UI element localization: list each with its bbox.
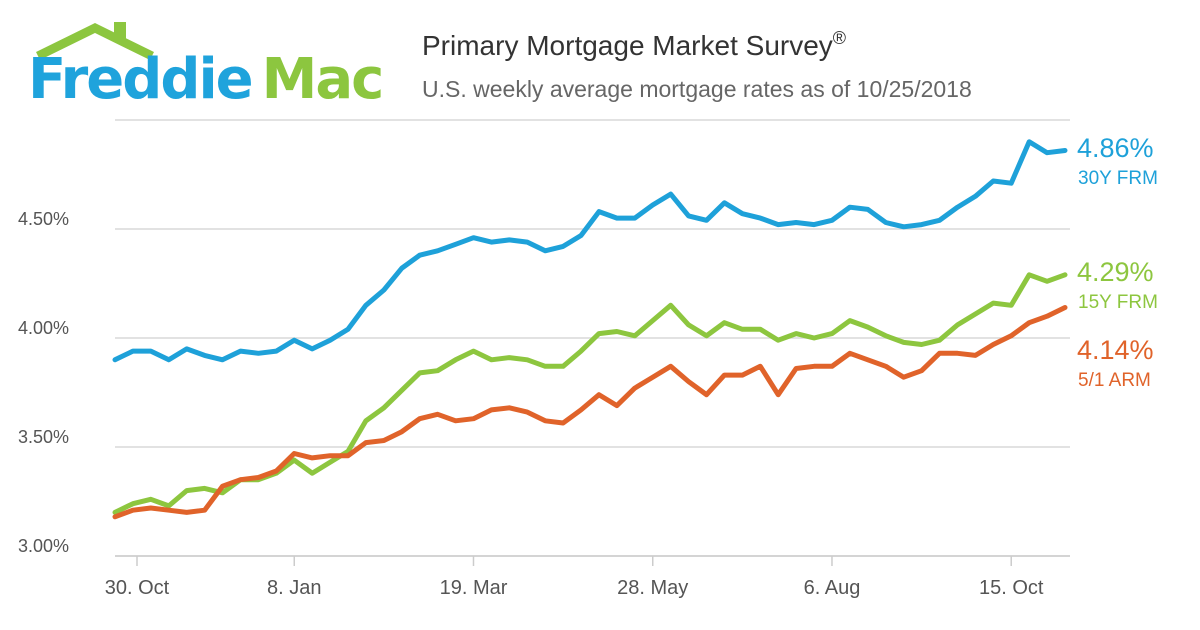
- y-tick-label: 3.00%: [18, 536, 69, 556]
- endpoint-label-15y-frm: 15Y FRM: [1078, 291, 1158, 313]
- y-tick-label: 3.50%: [18, 427, 69, 447]
- series-line-30y-frm: [112, 139, 1068, 363]
- registered-mark: ®: [832, 28, 847, 48]
- x-tick-label: 19. Mar: [440, 577, 508, 599]
- endpoint-value-5-1-arm: 4.14%: [1077, 334, 1154, 365]
- chart-subtitle: U.S. weekly average mortgage rates as of…: [422, 76, 972, 102]
- logo-wordmark: Freddie Mac: [28, 47, 382, 112]
- logo-text-freddie: Freddie: [28, 47, 252, 112]
- x-tick-label: 28. May: [617, 577, 688, 599]
- chart-title: Primary Mortgage Market Survey®: [422, 28, 847, 62]
- logo-house-chimney: [114, 22, 126, 42]
- endpoint-label-30y-frm: 30Y FRM: [1078, 167, 1158, 189]
- endpoint-value-15y-frm: 4.29%: [1077, 256, 1154, 287]
- x-tick-label: 15. Oct: [979, 577, 1044, 599]
- endpoint-value-30y-frm: 4.86%: [1077, 132, 1154, 163]
- x-tick-label: 6. Aug: [804, 577, 861, 599]
- y-tick-label: 4.00%: [18, 318, 69, 338]
- axis-layer: 3.00% 3.50% 4.00% 4.50% 30. Oct 8. Jan 19. Mar…: [18, 209, 1070, 599]
- x-tick-label: 30. Oct: [105, 577, 170, 599]
- series-layer: [112, 139, 1068, 520]
- y-tick-label: 4.50%: [18, 209, 69, 229]
- logo-text-mac: Mac: [262, 47, 383, 112]
- series-line-5-1-arm: [112, 305, 1068, 520]
- freddie-mac-logo: Freddie Mac: [28, 22, 384, 112]
- endpoint-label-5-1-arm: 5/1 ARM: [1078, 369, 1151, 391]
- logo-house-roof: [36, 22, 154, 61]
- x-tick-label: 8. Jan: [267, 577, 321, 599]
- chart-title-text: Primary Mortgage Market Survey: [422, 30, 833, 61]
